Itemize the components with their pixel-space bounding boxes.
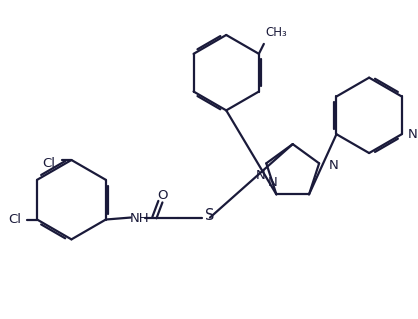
- Text: N: N: [255, 169, 265, 182]
- Text: CH₃: CH₃: [266, 26, 288, 39]
- Text: NH: NH: [130, 212, 149, 225]
- Text: N: N: [268, 176, 277, 189]
- Text: O: O: [157, 189, 168, 202]
- Text: N: N: [408, 128, 418, 141]
- Text: N: N: [329, 159, 339, 172]
- Text: Cl: Cl: [43, 158, 56, 170]
- Text: Cl: Cl: [8, 213, 21, 226]
- Text: S: S: [205, 208, 214, 223]
